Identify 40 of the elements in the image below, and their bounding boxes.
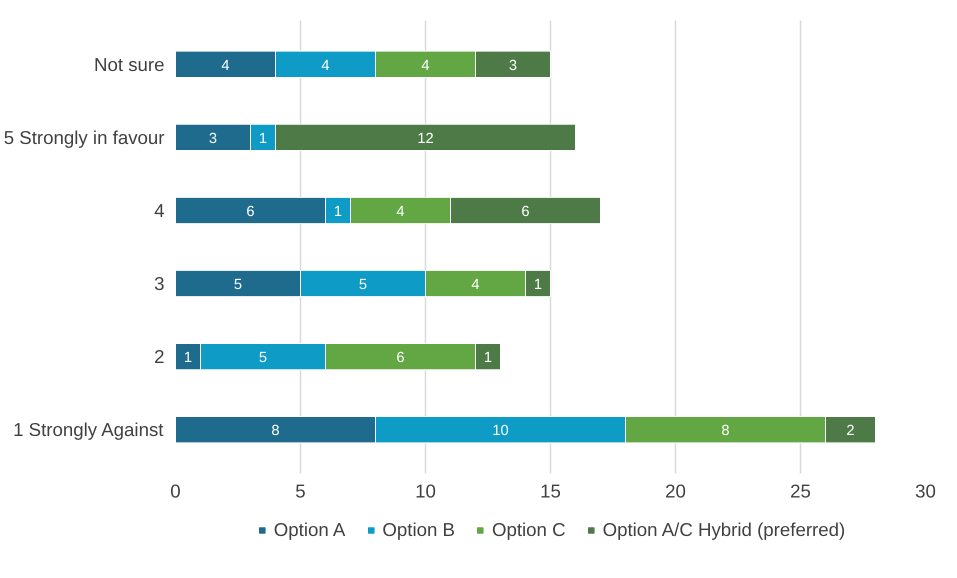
y-tick-label: Not sure: [94, 54, 165, 75]
data-label: 4: [421, 58, 430, 74]
data-label: 1: [484, 350, 492, 366]
data-label: 3: [508, 58, 518, 74]
data-label: 4: [321, 58, 330, 74]
data-label: 4: [471, 277, 480, 294]
x-tick-label: 5: [295, 480, 306, 502]
y-tick-label: 4: [154, 200, 165, 221]
x-tick-label: 15: [540, 480, 561, 502]
data-label: 1: [258, 130, 268, 147]
data-label: 1: [184, 350, 192, 366]
data-label: 3: [208, 130, 218, 147]
data-label: 4: [396, 204, 405, 220]
data-label: 6: [396, 350, 405, 366]
legend-label: Option B: [382, 519, 455, 541]
x-tick-label: 0: [170, 480, 181, 502]
data-label: 4: [221, 58, 230, 74]
y-tick-label: 5 Strongly in favour: [4, 126, 165, 148]
x-tick-label: 10: [415, 480, 436, 502]
legend-label: Option C: [492, 519, 566, 541]
data-label: 1: [334, 204, 342, 220]
data-label: 6: [521, 204, 530, 220]
y-tick-label: 3: [154, 273, 165, 294]
data-label: 5: [234, 277, 242, 294]
data-label: 5: [358, 277, 368, 294]
data-label: 8: [721, 423, 730, 440]
data-label: 6: [246, 204, 255, 220]
data-label: 10: [492, 423, 509, 440]
y-tick-label: 1 Strongly Against: [13, 419, 164, 440]
y-tick-label: 2: [154, 346, 165, 368]
legend-label: Option A: [274, 519, 346, 541]
data-label: 12: [417, 130, 434, 147]
data-label: 8: [271, 423, 280, 440]
data-label: 1: [534, 277, 542, 294]
x-tick-label: 30: [915, 480, 936, 502]
data-label: 2: [846, 423, 855, 440]
data-label: 5: [258, 350, 268, 366]
x-tick-label: 20: [665, 480, 686, 502]
x-tick-label: 25: [790, 480, 811, 502]
legend-label: Option A/C Hybrid (preferred): [602, 519, 846, 541]
